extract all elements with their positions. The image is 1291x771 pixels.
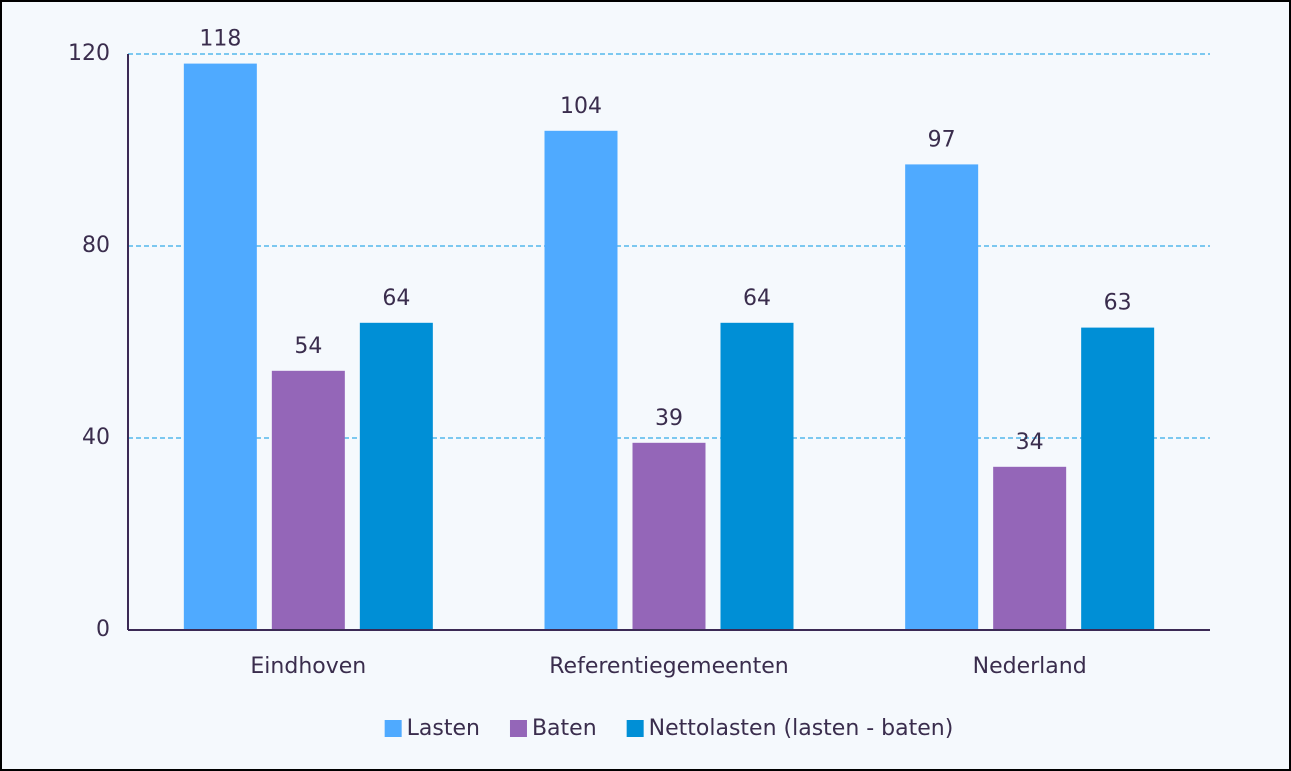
y-tick-label: 0	[96, 617, 110, 642]
bar	[632, 442, 706, 630]
y-tick-label: 80	[82, 233, 110, 258]
value-label: 64	[382, 286, 410, 311]
value-label: 104	[560, 94, 602, 119]
legend-swatch	[384, 720, 402, 737]
value-label: 118	[199, 27, 241, 52]
bar	[359, 322, 433, 630]
legend-swatch	[626, 720, 644, 737]
value-label: 39	[655, 406, 683, 431]
value-label: 63	[1104, 291, 1132, 316]
value-label: 54	[294, 334, 322, 359]
value-label: 34	[1016, 430, 1044, 455]
value-label: 97	[928, 127, 956, 152]
legend-label: Lasten	[407, 716, 480, 741]
x-tick-label: Referentiegemeenten	[549, 654, 788, 679]
bar	[544, 130, 618, 631]
value-label: 64	[743, 286, 771, 311]
x-tick-label: Eindhoven	[250, 654, 366, 679]
legend-label: Nettolasten (lasten - baten)	[649, 716, 954, 741]
bar	[183, 63, 257, 631]
bar	[271, 370, 345, 630]
y-tick-label: 40	[82, 425, 110, 450]
legend-label: Baten	[532, 716, 597, 741]
x-tick-label: Nederland	[973, 654, 1087, 679]
y-tick-label: 120	[68, 41, 110, 66]
bar	[993, 466, 1067, 630]
bar	[720, 322, 794, 630]
legend-swatch	[509, 720, 527, 737]
bar	[905, 164, 979, 630]
bar	[1081, 327, 1155, 630]
